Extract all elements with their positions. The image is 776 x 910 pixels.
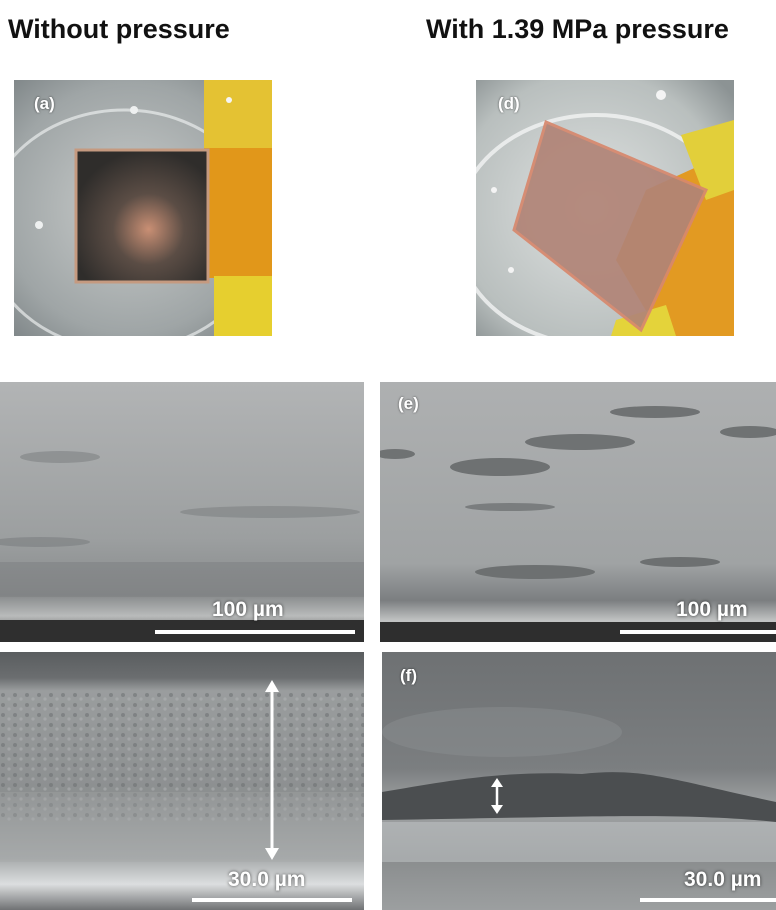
scale-bar-f: [640, 898, 776, 902]
heading-without-pressure: Without pressure: [8, 14, 230, 44]
panel-c-sem: 30.0 µm: [0, 652, 364, 910]
heading-with-pressure: With 1.39 MPa pressure: [426, 14, 729, 44]
panel-a-label: (a): [34, 94, 55, 113]
scale-bar-c: [192, 898, 352, 902]
scale-bar-e: [620, 630, 776, 634]
panel-d-photo: (d): [476, 80, 734, 336]
panel-d-label: (d): [498, 94, 520, 113]
thickness-arrow-c: [265, 680, 279, 860]
scale-label-c: 30.0 µm: [228, 868, 306, 891]
scale-label-f: 30.0 µm: [684, 868, 762, 891]
panel-e-sem: (e) 100 µm: [380, 382, 776, 642]
photo-d-image: [476, 80, 734, 336]
panel-a-photo: (a): [14, 80, 272, 336]
scale-bar-b: [155, 630, 355, 634]
sem-e-image: [380, 382, 776, 642]
scale-label-e: 100 µm: [676, 598, 748, 621]
thickness-arrow-f: [491, 778, 503, 814]
panel-f-sem: (f) 30.0 µm: [382, 652, 776, 910]
sem-c-image: [0, 652, 364, 910]
sem-f-image: [382, 652, 776, 910]
sem-b-image: [0, 382, 364, 642]
scale-label-b: 100 µm: [212, 598, 284, 621]
panel-e-label: (e): [398, 394, 419, 413]
panel-b-sem: 100 µm: [0, 382, 364, 642]
panel-f-label: (f): [400, 666, 417, 685]
photo-a-image: [14, 80, 272, 336]
